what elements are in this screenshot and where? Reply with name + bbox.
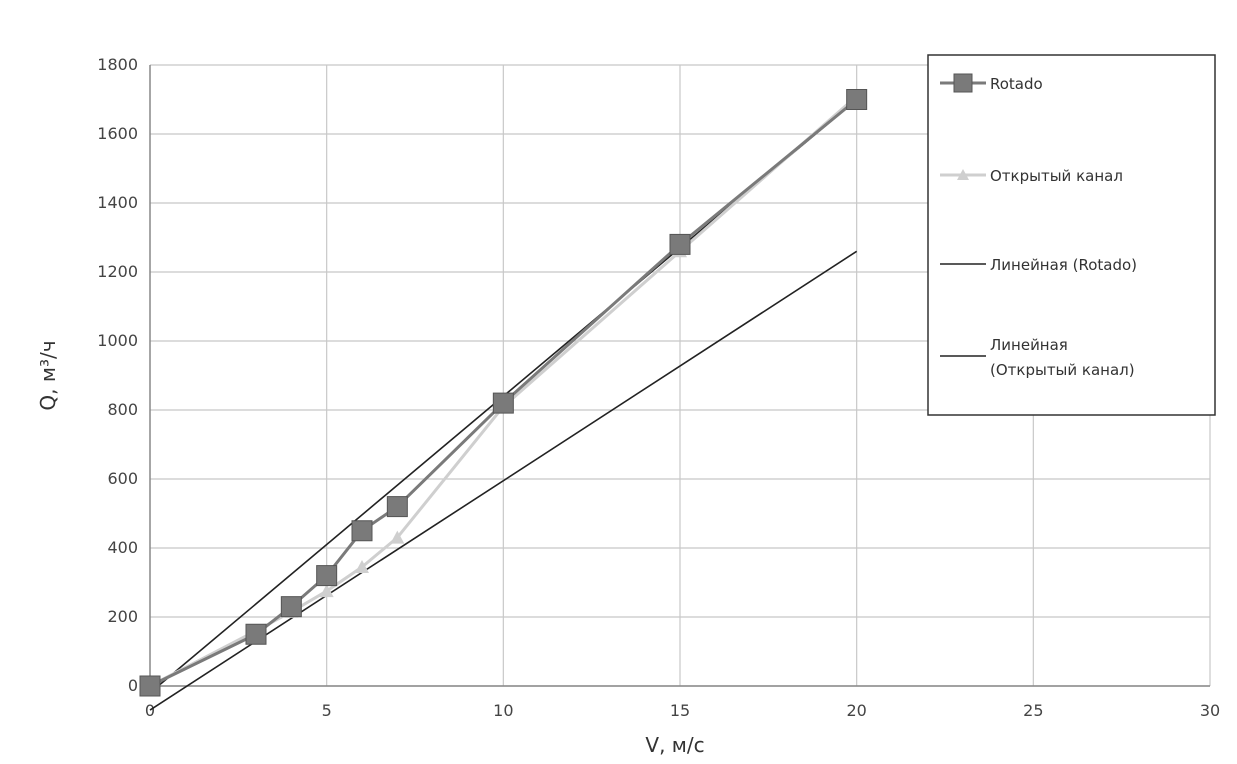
data-point-square [492,392,514,414]
data-point-triangle [390,530,405,544]
legend-swatch-marker [953,73,973,93]
x-axis-title: V, м/с [645,733,704,757]
data-point-square [386,496,408,518]
data-point-square [139,675,161,697]
y-tick-label: 800 [107,400,138,419]
y-tick-label: 200 [107,607,138,626]
x-tick-label: 15 [670,701,690,720]
series-group [139,89,868,711]
data-point-square [846,89,868,110]
y-axis-title: Q, м³/ч [36,340,60,410]
legend-label: Rotado [990,75,1043,93]
legend-label: Открытый канал [990,167,1123,185]
x-tick-label: 20 [846,701,866,720]
legend-label: Линейная (Rotado) [990,256,1137,274]
y-tick-label: 1200 [97,262,138,281]
legend-label: (Открытый канал) [990,361,1135,379]
data-point-square [316,565,338,587]
y-tick-label: 600 [107,469,138,488]
y-tick-label: 1600 [97,124,138,143]
data-point-square [669,233,691,255]
y-tick-label: 0 [128,676,138,695]
y-tick-label: 1400 [97,193,138,212]
legend-box [927,54,1216,416]
x-tick-label: 0 [145,701,155,720]
legend-swatch-marker [957,169,969,180]
legend: Rotado Открытый канал Линейная (Rotado) Лин… [927,54,1216,416]
data-point-square [280,596,302,618]
data-point-triangle [355,559,369,573]
x-tick-label: 5 [322,701,332,720]
y-tick-label: 400 [107,538,138,557]
legend-label: Линейная [990,336,1068,354]
x-tick-label: 30 [1200,701,1220,720]
data-point-square [245,623,267,645]
tick-labels: 0 200 400 600 800 1000 1200 1400 1600 1800 0 5 10 15 2… [97,55,1220,720]
data-point-triangle [319,584,334,598]
data-point-square [351,520,373,542]
y-tick-label: 1000 [97,331,138,350]
axes [149,65,1210,687]
series-line [149,250,858,711]
y-tick-label: 1800 [97,55,138,74]
x-tick-label: 10 [493,701,513,720]
x-tick-label: 25 [1023,701,1043,720]
